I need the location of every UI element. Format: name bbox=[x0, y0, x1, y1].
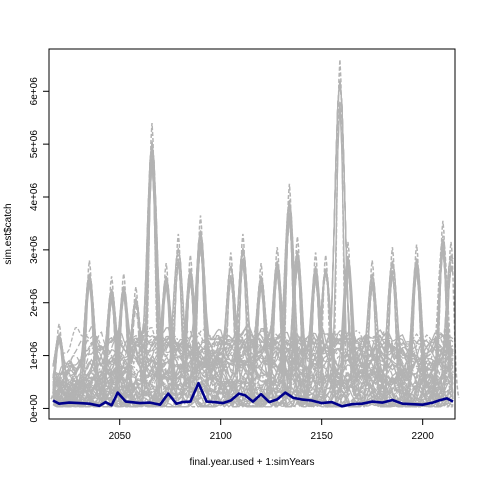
y-tick-label: 5e+06 bbox=[29, 130, 40, 159]
simulation-lines bbox=[50, 59, 460, 409]
simulation-peak bbox=[407, 244, 426, 399]
y-tick-label: 6e+06 bbox=[29, 77, 40, 106]
simulation-line bbox=[52, 199, 454, 408]
median-line-layer bbox=[52, 381, 454, 408]
simulation-peak bbox=[442, 241, 460, 398]
x-tick-label: 2100 bbox=[210, 431, 233, 442]
x-tick-label: 2050 bbox=[109, 431, 132, 442]
x-tick-label: 2150 bbox=[311, 431, 334, 442]
simulation-peak bbox=[80, 260, 99, 399]
x-tick-label: 2200 bbox=[412, 431, 435, 442]
simulation-peak bbox=[280, 183, 299, 397]
simulation-peak bbox=[331, 59, 349, 395]
simulation-peak bbox=[102, 276, 121, 399]
simulation-peak bbox=[143, 122, 161, 396]
simulation-peak bbox=[191, 215, 210, 398]
x-axis: 2050 2100 2150 2200 bbox=[109, 418, 435, 442]
simulation-peak bbox=[306, 252, 325, 399]
simulation-peak bbox=[157, 263, 175, 399]
simulation-peak bbox=[169, 233, 188, 398]
simulation-peak bbox=[383, 247, 402, 399]
simulation-peak bbox=[50, 323, 68, 400]
y-tick-label: 0e+00 bbox=[29, 394, 40, 423]
median-line bbox=[52, 381, 454, 408]
x-axis-title: final.year.used + 1:simYears bbox=[190, 457, 315, 468]
simulation-line bbox=[52, 241, 454, 408]
y-tick-label: 4e+06 bbox=[29, 183, 40, 212]
simulation-peak bbox=[127, 286, 145, 399]
simulation-peak bbox=[363, 260, 382, 399]
simulation-peak bbox=[434, 220, 452, 398]
simulation-line bbox=[52, 80, 454, 405]
y-tick-label: 3e+06 bbox=[29, 235, 40, 264]
simulation-peak bbox=[114, 273, 133, 399]
simulation-peak bbox=[339, 241, 357, 398]
simulation-peak bbox=[221, 252, 240, 399]
simulation-peak bbox=[316, 255, 335, 399]
simulation-line bbox=[52, 251, 454, 407]
simulation-peak bbox=[288, 236, 307, 398]
simulation-peak bbox=[181, 255, 200, 399]
y-tick-label: 2e+06 bbox=[29, 288, 40, 317]
y-tick-label: 1e+06 bbox=[29, 341, 40, 370]
simulation-line bbox=[52, 213, 454, 408]
simulation-peak bbox=[252, 263, 270, 399]
simulation-peak bbox=[234, 233, 252, 398]
y-axis: 0e+00 1e+06 2e+06 3e+06 4e+06 5e+06 6e+06 bbox=[29, 77, 50, 423]
y-axis-title: sim.est$catch bbox=[3, 203, 14, 264]
simulation-peak bbox=[268, 247, 287, 399]
